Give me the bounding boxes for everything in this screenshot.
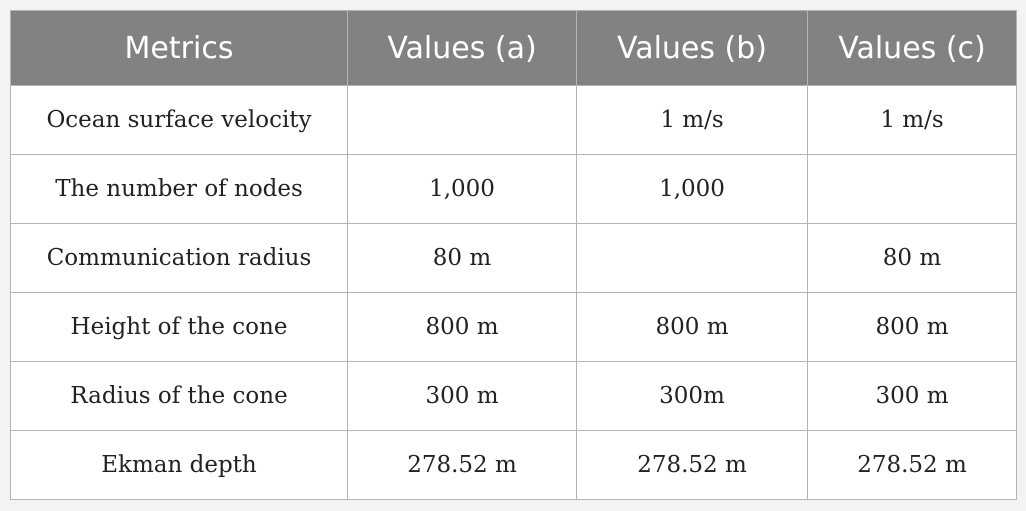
header-cell: Values (b)	[576, 10, 808, 86]
table-cell: 1,000	[347, 154, 577, 224]
table-cell: 1 m/s	[576, 85, 808, 155]
table-cell: The number of nodes	[10, 154, 348, 224]
table-row: Communication radius 80 m 80 m	[10, 223, 1017, 293]
table-cell: 300 m	[807, 361, 1017, 431]
table-cell: 300 m	[347, 361, 577, 431]
table-cell: 800 m	[347, 292, 577, 362]
header-cell: Values (a)	[347, 10, 577, 86]
table-cell: 1,000	[576, 154, 808, 224]
header-cell: Metrics	[10, 10, 348, 86]
header-cell: Values (c)	[807, 10, 1017, 86]
table-cell: 800 m	[576, 292, 808, 362]
table-cell: Radius of the cone	[10, 361, 348, 431]
table-row: Radius of the cone 300 m 300m 300 m	[10, 361, 1017, 431]
table-cell	[807, 154, 1017, 224]
table-cell	[576, 223, 808, 293]
header-row: Metrics Values (a) Values (b) Values (c)	[10, 10, 1017, 86]
table-cell: 278.52 m	[576, 430, 808, 500]
table-cell: Height of the cone	[10, 292, 348, 362]
table-cell: 278.52 m	[807, 430, 1017, 500]
table-cell: Ekman depth	[10, 430, 348, 500]
table-row: Height of the cone 800 m 800 m 800 m	[10, 292, 1017, 362]
table-row: Ocean surface velocity 1 m/s 1 m/s	[10, 85, 1017, 155]
table-body: Ocean surface velocity 1 m/s 1 m/s The numb…	[10, 85, 1017, 500]
table-row: The number of nodes 1,000 1,000	[10, 154, 1017, 224]
table-cell: 278.52 m	[347, 430, 577, 500]
table-cell: 1 m/s	[807, 85, 1017, 155]
table-cell	[347, 85, 577, 155]
table-cell: Communication radius	[10, 223, 348, 293]
table-cell: 80 m	[347, 223, 577, 293]
table-cell: 800 m	[807, 292, 1017, 362]
table-cell: Ocean surface velocity	[10, 85, 348, 155]
table-row: Ekman depth 278.52 m 278.52 m 278.52 m	[10, 430, 1017, 500]
metrics-table: Metrics Values (a) Values (b) Values (c) Oc…	[10, 10, 1017, 500]
table-header: Metrics Values (a) Values (b) Values (c)	[10, 10, 1017, 86]
table-cell: 80 m	[807, 223, 1017, 293]
table-cell: 300m	[576, 361, 808, 431]
